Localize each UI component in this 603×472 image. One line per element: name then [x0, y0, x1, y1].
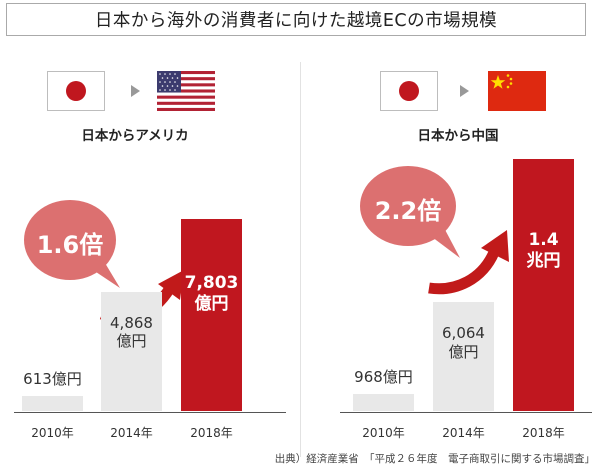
china-flag-icon [488, 71, 546, 111]
x-tick-label: 2014年 [110, 426, 153, 440]
chart-bar [353, 393, 414, 411]
chart-baseline-china [340, 412, 592, 413]
bar-value-label: 7,803 億円 [184, 273, 239, 315]
bar-value-label: 6,064 億円 [442, 324, 485, 361]
page-title: 日本から海外の消費者に向けた越境ECの市場規模 [6, 3, 586, 36]
bar-value-label: 968億円 [354, 367, 413, 386]
x-tick-label: 2010年 [362, 426, 405, 440]
source-note: 出典）経済産業省 「平成２６年度 電子商取引に関する市場調査」 [274, 453, 595, 465]
panel-divider [300, 62, 301, 457]
bar-value-label: 1.4 兆円 [526, 229, 561, 272]
growth-label-china: 2.2倍 [374, 197, 442, 225]
usa-flag-icon [157, 71, 215, 111]
chart-bar [433, 302, 494, 411]
chart-baseline-usa [14, 412, 286, 413]
growth-bubble-usa: 1.6倍 [22, 198, 124, 290]
growth-bubble-china: 2.2倍 [358, 164, 464, 260]
bar-value-label: 613億円 [23, 369, 82, 388]
arrow-right-icon [131, 85, 140, 97]
growth-label-usa: 1.6倍 [36, 231, 104, 259]
panel-label-china: 日本から中国 [417, 128, 499, 144]
x-tick-label: 2014年 [442, 426, 485, 440]
x-tick-label: 2018年 [190, 426, 233, 440]
panel-label-usa: 日本からアメリカ [81, 128, 189, 144]
chart-bar [181, 219, 242, 411]
chart-bar [513, 159, 574, 411]
bar-value-label: 4,868 億円 [110, 313, 153, 351]
chart-bar [101, 291, 162, 411]
growth-arrow-china-icon [428, 230, 509, 295]
japan-flag-icon [47, 71, 105, 111]
x-tick-label: 2010年 [31, 426, 74, 440]
chart-bar [22, 395, 83, 411]
japan-flag-icon [380, 71, 438, 111]
x-tick-label: 2018年 [522, 426, 565, 440]
arrow-right-icon [460, 85, 469, 97]
